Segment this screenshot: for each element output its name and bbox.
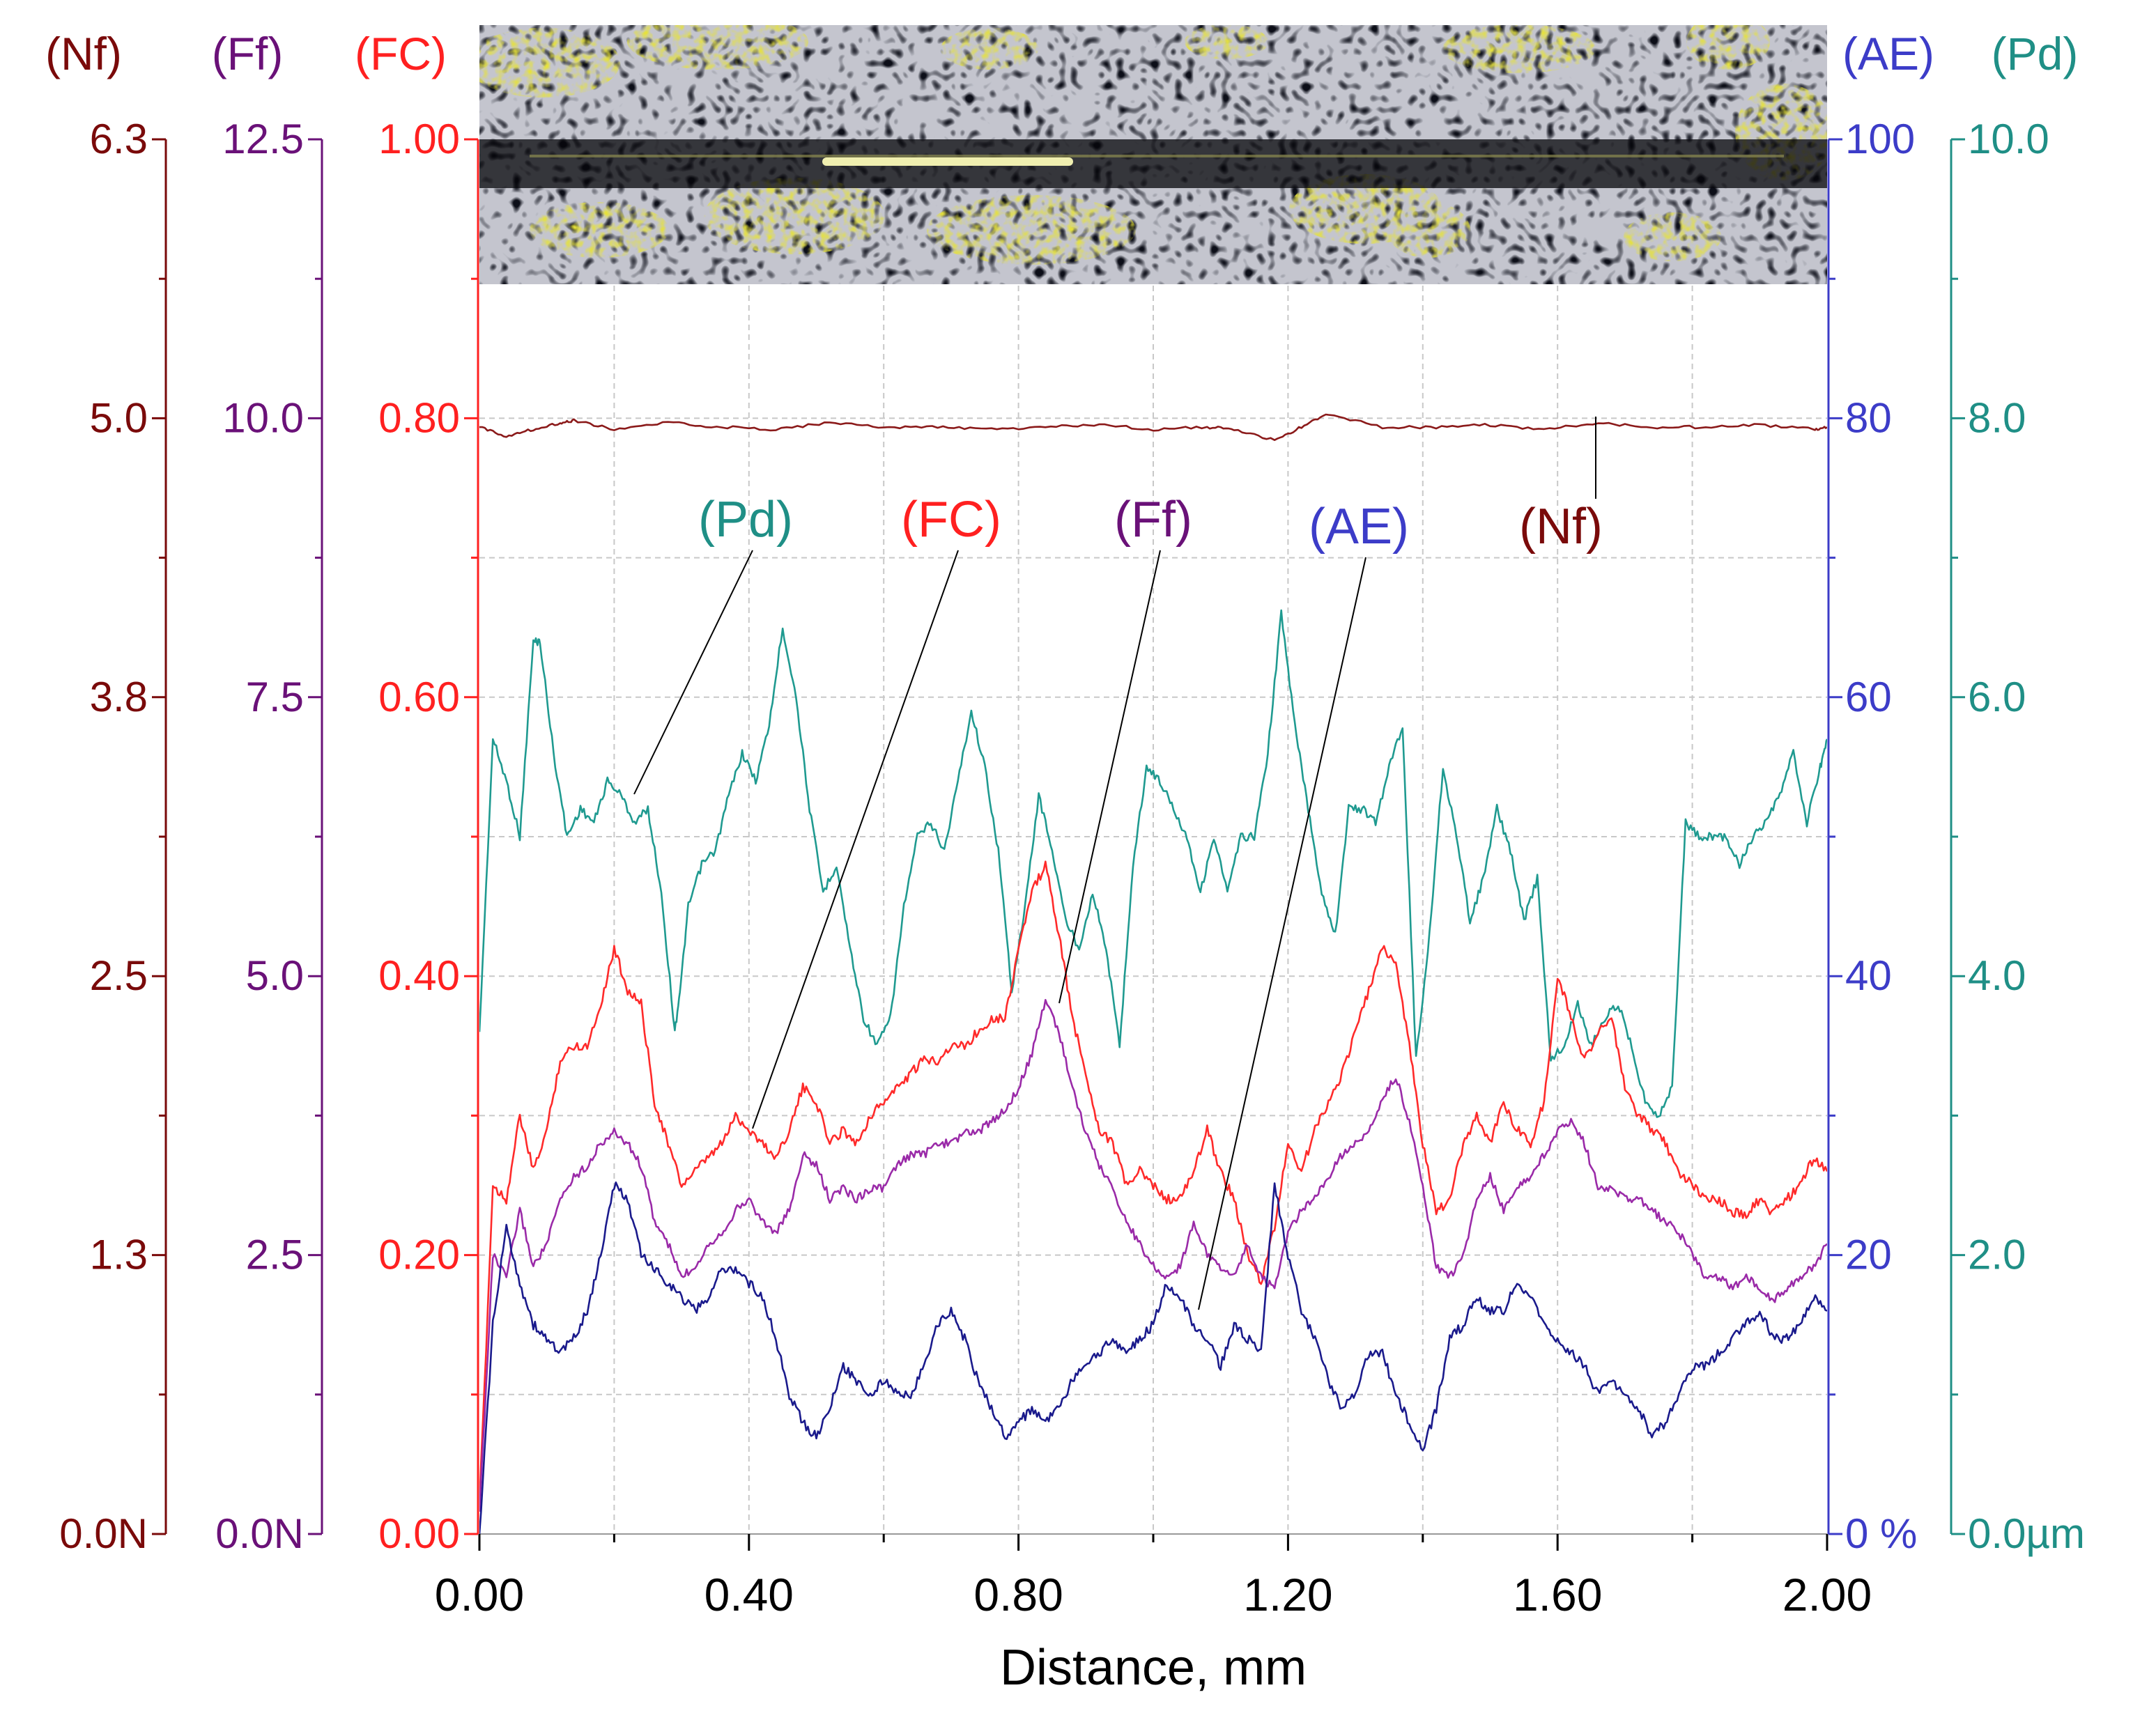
ae-tick-label: 60 <box>1845 674 1892 720</box>
micrograph-scratch-groove <box>479 139 1827 188</box>
micrograph-deposit-patch <box>1185 25 1268 59</box>
nf-series-line <box>479 413 1827 442</box>
fc-tick-label: 0.00 <box>378 1510 460 1557</box>
pd-tick-label: 10.0 <box>1968 116 2049 162</box>
pd-tick-label: 8.0 <box>1968 394 2026 441</box>
x-axis-title: Distance, mm <box>1000 1640 1307 1696</box>
nf-tick-label: 2.5 <box>90 952 148 999</box>
micrograph-deposit-patch <box>479 28 620 98</box>
pd-tick-label: 4.0 <box>1968 952 2026 999</box>
ff-tick-label: 7.5 <box>246 674 304 720</box>
fc-tick-label: 1.00 <box>378 116 460 162</box>
fc-tick-label: 0.20 <box>378 1232 460 1278</box>
ae-tick-label: 20 <box>1845 1232 1892 1278</box>
micrograph-deposit-patch <box>627 25 808 70</box>
pd-tick-label: 2.0 <box>1968 1232 2026 1278</box>
nf-axis-label: (Nf) <box>45 28 122 79</box>
pd-axis-label: (Pd) <box>1992 28 2079 79</box>
micrograph-inset <box>479 25 1827 284</box>
x-tick-label: 1.60 <box>1513 1569 1602 1620</box>
x-tick-label: 2.00 <box>1782 1569 1872 1620</box>
ae-callout-leader <box>1198 557 1366 1310</box>
ae-tick-label: 0 % <box>1845 1510 1917 1557</box>
ff-callout-label: (Ff) <box>1114 492 1192 548</box>
ff-tick-label: 2.5 <box>246 1232 304 1278</box>
ae-tick-label: 40 <box>1845 952 1892 999</box>
micrograph-deposit-patch <box>1442 25 1596 73</box>
pd-series-line <box>479 609 1827 1118</box>
fc-axis-label: (FC) <box>355 28 447 79</box>
ff-tick-label: 5.0 <box>246 952 304 999</box>
ff-callout-leader <box>1058 550 1161 1004</box>
micrograph-deposit-patch <box>1387 202 1470 258</box>
ff-tick-label: 12.5 <box>222 116 304 162</box>
micrograph-yellow-deposits <box>479 25 1827 265</box>
x-tick-label: 0.00 <box>435 1569 524 1620</box>
pd-callout-label: (Pd) <box>698 492 793 548</box>
ae-callout-label: (AE) <box>1309 499 1409 555</box>
micrograph-scratch-highlight <box>822 157 1073 166</box>
micrograph-deposit-patch <box>941 28 1038 70</box>
micrograph-deposit-patch <box>1624 212 1721 261</box>
micrograph-deposit-patch <box>1686 25 1770 70</box>
nf-callout-label: (Nf) <box>1519 499 1603 555</box>
fc-callout-label: (FC) <box>901 492 1001 548</box>
pd-callout-leader <box>633 550 753 795</box>
ae-tick-label: 100 <box>1845 116 1915 162</box>
nf-tick-label: 1.3 <box>90 1232 148 1278</box>
ae-axis-label: (AE) <box>1842 28 1934 79</box>
ff-tick-label: 10.0 <box>222 394 304 441</box>
pd-tick-label: 0.0µm <box>1968 1510 2085 1557</box>
nf-tick-label: 6.3 <box>90 116 148 162</box>
micrograph-deposit-patch <box>530 202 669 258</box>
pd-tick-label: 6.0 <box>1968 674 2026 720</box>
nf-tick-label: 0.0N <box>59 1510 148 1557</box>
fc-tick-label: 0.60 <box>378 674 460 720</box>
ff-tick-label: 0.0N <box>215 1510 304 1557</box>
ff-series-line <box>479 999 1827 1512</box>
micrograph-deposit-patch <box>927 195 1136 265</box>
ff-axis-label: (Ff) <box>212 28 284 79</box>
micrograph-deposit-patch <box>704 178 885 254</box>
x-tick-label: 0.40 <box>704 1569 794 1620</box>
fc-tick-label: 0.80 <box>378 394 460 441</box>
fc-callout-leader <box>752 550 959 1129</box>
nf-tick-label: 3.8 <box>90 674 148 720</box>
x-tick-label: 1.20 <box>1243 1569 1332 1620</box>
micrograph-scratch-line <box>530 155 1784 157</box>
fc-tick-label: 0.40 <box>378 952 460 999</box>
ae-tick-label: 80 <box>1845 394 1892 441</box>
nf-tick-label: 5.0 <box>90 394 148 441</box>
x-tick-label: 0.80 <box>973 1569 1063 1620</box>
ae-series-line <box>479 1181 1827 1534</box>
fc-series-line <box>479 860 1827 1507</box>
